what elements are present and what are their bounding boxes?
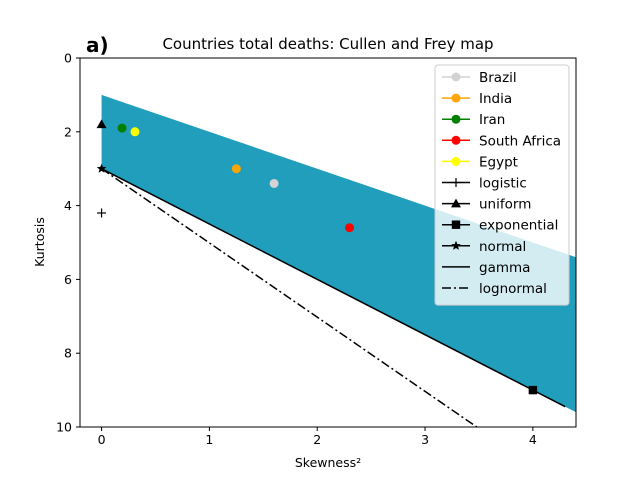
legend-item-india: India xyxy=(442,91,512,107)
legend-item-uniform: uniform xyxy=(442,197,531,213)
legend-item-logistic: logistic xyxy=(442,176,527,192)
legend: Brazil India Iran South Africa Egypt logistic… xyxy=(434,64,570,306)
point-brazil-dot xyxy=(269,178,279,188)
line-gamma xyxy=(101,168,566,408)
point-uniform xyxy=(96,119,107,129)
plot-area xyxy=(96,94,576,427)
y-tick-label-2: 2 xyxy=(64,124,72,139)
legend-marker-india xyxy=(451,93,461,103)
x-tick-label-0: 0 xyxy=(98,432,106,447)
y-tick-label-10: 10 xyxy=(56,420,72,435)
legend-label-brazil: Brazil xyxy=(479,70,517,86)
y-tick-label-8: 8 xyxy=(64,346,72,361)
legend-marker-normal xyxy=(451,240,461,250)
point-iran xyxy=(117,123,127,133)
legend-label-lognormal: lognormal xyxy=(479,281,547,297)
point-south-africa-dot xyxy=(345,223,355,233)
point-normal xyxy=(96,163,107,173)
y-tick-label-4: 4 xyxy=(64,198,72,213)
line-lognormal xyxy=(101,168,478,427)
axis-ticks: 0 1 2 3 4 0 2 4 6 8 10 xyxy=(56,51,537,448)
point-normal-star xyxy=(96,163,107,173)
point-south-africa xyxy=(345,223,355,233)
chart-title: Countries total deaths: Cullen and Frey … xyxy=(162,35,493,53)
point-iran-dot xyxy=(117,123,127,133)
y-tick-label-6: 6 xyxy=(64,272,72,287)
legend-marker-exponential-sq xyxy=(451,220,461,229)
legend-label-egypt: Egypt xyxy=(479,154,518,170)
legend-marker-exponential xyxy=(451,220,461,229)
plot-clipped xyxy=(96,94,576,427)
legend-item-egypt: Egypt xyxy=(442,154,518,170)
point-logistic xyxy=(97,208,107,218)
point-egypt xyxy=(130,127,140,137)
point-exponential xyxy=(528,385,538,395)
x-tick-label-2: 2 xyxy=(313,432,321,447)
x-tick-label-4: 4 xyxy=(529,432,537,447)
x-tick-label-3: 3 xyxy=(421,432,429,447)
x-tick-label-1: 1 xyxy=(205,432,213,447)
legend-marker-brazil xyxy=(451,72,461,82)
legend-marker-uniform xyxy=(451,198,461,208)
legend-marker-south-africa xyxy=(451,135,461,145)
panel-label: a) xyxy=(86,33,109,57)
legend-marker-egypt xyxy=(451,156,461,166)
legend-marker-logistic xyxy=(451,178,461,187)
legend-marker-normal-star xyxy=(451,240,461,250)
legend-label-normal: normal xyxy=(479,239,526,255)
legend-item-brazil: Brazil xyxy=(442,70,517,86)
axes-frame xyxy=(79,57,577,428)
y-tick-label-0: 0 xyxy=(64,51,72,66)
legend-item-normal: normal xyxy=(442,239,526,255)
x-axis-label: Skewness² xyxy=(295,455,361,470)
point-brazil xyxy=(269,178,279,188)
legend-label-gamma: gamma xyxy=(479,260,530,276)
point-uniform-tri xyxy=(96,119,107,129)
legend-marker-uniform-tri xyxy=(451,198,461,208)
legend-item-south-africa: South Africa xyxy=(442,133,561,149)
legend-item-exponential: exponential xyxy=(442,218,558,234)
beta-region xyxy=(101,94,576,413)
legend-item-lognormal: lognormal xyxy=(442,281,547,297)
point-india-dot xyxy=(231,164,241,174)
legend-marker-iran xyxy=(451,114,461,124)
y-axis-label: Kurtosis xyxy=(32,217,47,267)
legend-label-south-africa: South Africa xyxy=(479,133,561,149)
legend-item-gamma: gamma xyxy=(442,260,530,276)
point-exponential-sq xyxy=(528,385,538,395)
legend-label-exponential: exponential xyxy=(479,218,558,234)
legend-label-uniform: uniform xyxy=(479,197,531,213)
point-egypt-dot xyxy=(130,127,140,137)
legend-label-iran: Iran xyxy=(479,112,505,128)
legend-label-india: India xyxy=(479,91,512,107)
legend-label-logistic: logistic xyxy=(479,176,527,192)
point-india xyxy=(231,164,241,174)
legend-item-iran: Iran xyxy=(442,112,505,128)
